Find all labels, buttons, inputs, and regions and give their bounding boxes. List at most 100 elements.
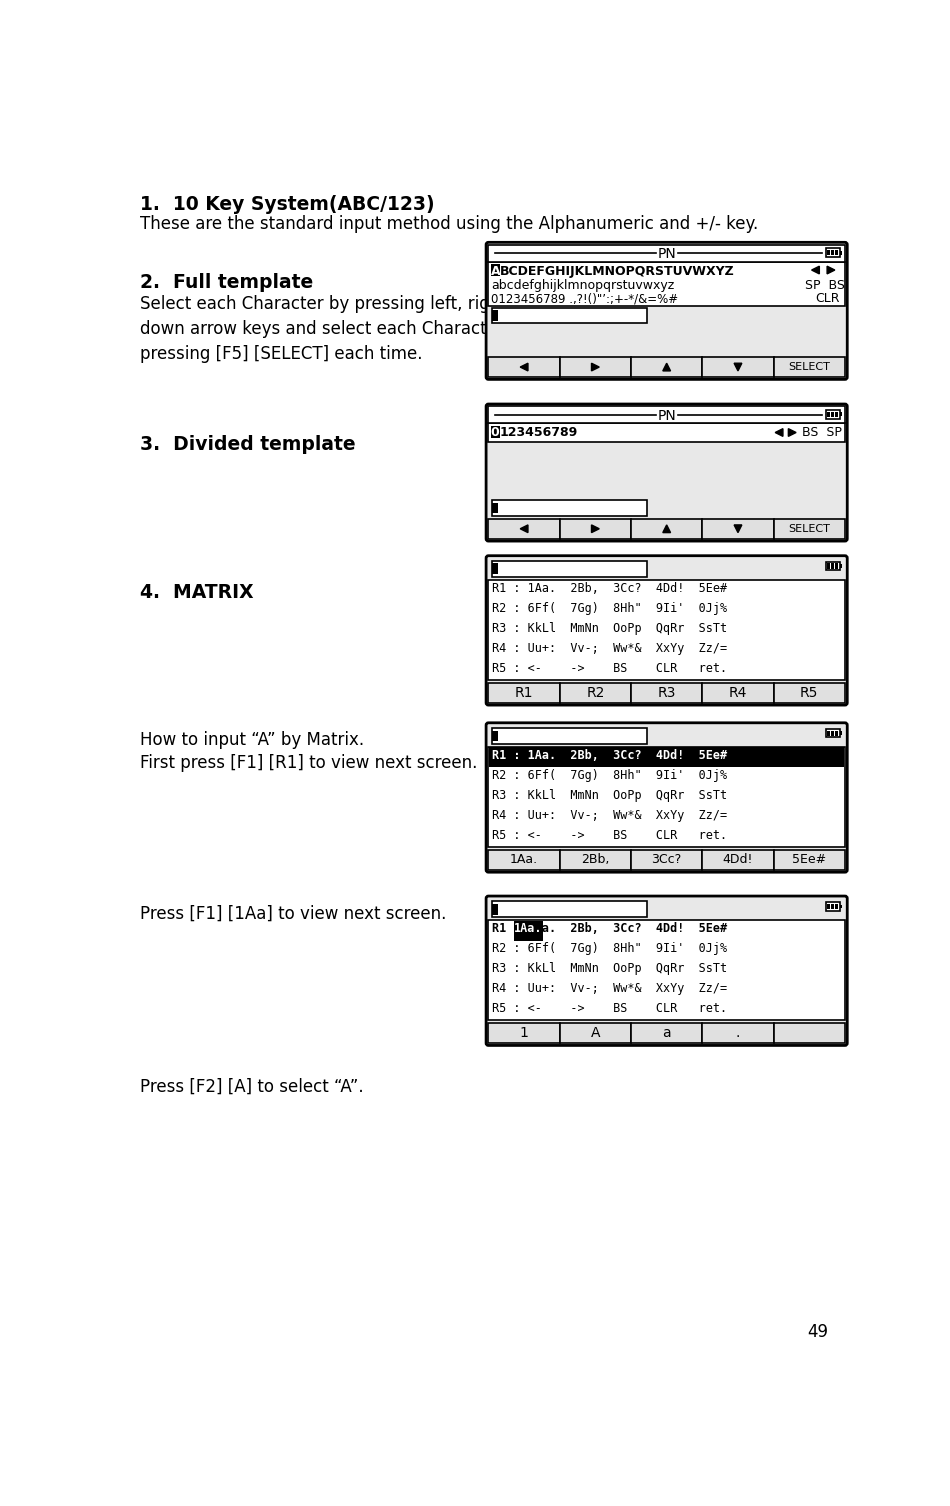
Polygon shape (521, 363, 528, 370)
Polygon shape (788, 429, 796, 437)
Bar (831, 904, 834, 910)
Text: 1.  10 Key System(ABC/123): 1. 10 Key System(ABC/123) (141, 194, 435, 214)
Bar (491, 426, 500, 438)
Text: 2Bb,: 2Bb, (581, 854, 610, 866)
Bar (492, 730, 498, 741)
Bar (831, 563, 834, 569)
Polygon shape (811, 267, 819, 274)
Text: 5Ee#: 5Ee# (792, 854, 826, 866)
Bar (827, 904, 830, 910)
Bar (560, 518, 631, 539)
Text: BCDEFGHIJKLMNOPQRSTUVWXYZ: BCDEFGHIJKLMNOPQRSTUVWXYZ (500, 265, 734, 277)
Bar (835, 411, 838, 417)
Bar (835, 730, 838, 736)
Text: .: . (736, 1026, 740, 1041)
Bar (488, 244, 845, 262)
Text: R1 : 1Aa.  2Bb,  3Cc?  4Dd!  5Ee#: R1 : 1Aa. 2Bb, 3Cc? 4Dd! 5Ee# (491, 922, 727, 935)
Bar (631, 682, 702, 703)
Bar (840, 565, 842, 568)
FancyBboxPatch shape (486, 404, 847, 541)
Text: 0123456789 .,?!()"’:;+-*/&=%#: 0123456789 .,?!()"’:;+-*/&=%# (491, 292, 678, 306)
Bar (827, 250, 830, 256)
Text: 2.  Full template: 2. Full template (141, 273, 314, 292)
Bar (491, 500, 647, 515)
Bar (631, 1023, 702, 1044)
Text: Press [F1] [1Aa] to view next screen.: Press [F1] [1Aa] to view next screen. (141, 905, 446, 923)
Bar (492, 563, 498, 574)
Text: 4Dd!: 4Dd! (723, 854, 753, 866)
Bar (631, 357, 702, 376)
Text: R3 : KkLl  MmNn  OoPp  QqRr  SsTt: R3 : KkLl MmNn OoPp QqRr SsTt (491, 622, 727, 636)
Text: 49: 49 (807, 1324, 827, 1342)
FancyBboxPatch shape (486, 896, 847, 1045)
Text: R3: R3 (657, 685, 675, 700)
Text: R3 : KkLl  MmNn  OoPp  QqRr  SsTt: R3 : KkLl MmNn OoPp QqRr SsTt (491, 962, 727, 976)
Polygon shape (521, 526, 528, 533)
Bar (488, 423, 845, 441)
Text: abcdefghijklmnopqrstuvwxyz: abcdefghijklmnopqrstuvwxyz (491, 279, 674, 292)
Polygon shape (734, 363, 742, 370)
Text: PN: PN (657, 408, 676, 423)
Bar (491, 307, 647, 324)
Bar (488, 518, 560, 539)
Polygon shape (592, 363, 599, 370)
Text: R2 : 6Ff(  7Gg)  8Hh"  9Ii'  0Jj%: R2 : 6Ff( 7Gg) 8Hh" 9Ii' 0Jj% (491, 602, 727, 614)
Text: R5 : <-    ->    BS    CLR   ret.: R5 : <- -> BS CLR ret. (491, 663, 727, 675)
Bar (773, 849, 845, 870)
Text: Press [F2] [A] to select “A”.: Press [F2] [A] to select “A”. (141, 1078, 364, 1096)
Bar (702, 1023, 773, 1044)
Text: 4.  MATRIX: 4. MATRIX (141, 583, 254, 602)
Text: R1 : 1Aa.  2Bb,  3Cc?  4Dd!  5Ee#: R1 : 1Aa. 2Bb, 3Cc? 4Dd! 5Ee# (491, 581, 727, 595)
Bar (831, 730, 834, 736)
Bar (488, 1023, 560, 1044)
Text: 0: 0 (491, 426, 500, 440)
Text: 3Cc?: 3Cc? (652, 854, 682, 866)
Bar (702, 518, 773, 539)
Text: R1: R1 (515, 685, 533, 700)
Bar (491, 562, 647, 577)
Text: R4 : Uu+:  Vv-;  Ww*&  XxYy  Zz/=: R4 : Uu+: Vv-; Ww*& XxYy Zz/= (491, 642, 727, 655)
Text: R3 : KkLl  MmNn  OoPp  QqRr  SsTt: R3 : KkLl MmNn OoPp QqRr SsTt (491, 789, 727, 803)
Bar (488, 407, 845, 423)
Bar (826, 410, 840, 419)
Bar (827, 730, 830, 736)
Text: These are the standard input method using the Alphanumeric and +/- key.: These are the standard input method usin… (141, 214, 759, 232)
Bar (488, 849, 560, 870)
Bar (488, 580, 845, 679)
Bar (702, 849, 773, 870)
Bar (773, 1023, 845, 1044)
Text: R1 : 1Aa.  2Bb,  3Cc?  4Dd!  5Ee#: R1 : 1Aa. 2Bb, 3Cc? 4Dd! 5Ee# (491, 748, 727, 762)
Bar (491, 264, 500, 276)
Text: A: A (591, 1026, 600, 1041)
Bar (560, 682, 631, 703)
Text: A: A (491, 265, 501, 277)
Bar (826, 729, 840, 738)
Bar (831, 250, 834, 256)
Text: 123456789: 123456789 (500, 426, 579, 440)
Bar (826, 902, 840, 911)
Text: SELECT: SELECT (788, 524, 830, 533)
Bar (488, 682, 560, 703)
Text: First press [F1] [R1] to view next screen.: First press [F1] [R1] to view next scree… (141, 755, 478, 773)
Text: SELECT: SELECT (788, 361, 830, 372)
Bar (491, 729, 647, 744)
Text: SP  BS: SP BS (805, 279, 845, 292)
Polygon shape (827, 267, 835, 274)
Text: CLR: CLR (815, 292, 840, 306)
Text: R2: R2 (586, 685, 604, 700)
Polygon shape (775, 429, 783, 437)
Bar (702, 682, 773, 703)
FancyBboxPatch shape (486, 556, 847, 705)
Bar (773, 518, 845, 539)
Bar (560, 1023, 631, 1044)
Text: R4 : Uu+:  Vv-;  Ww*&  XxYy  Zz/=: R4 : Uu+: Vv-; Ww*& XxYy Zz/= (491, 982, 727, 995)
Bar (488, 920, 845, 1020)
Bar (492, 310, 498, 321)
Bar (826, 562, 840, 571)
Text: How to input “A” by Matrix.: How to input “A” by Matrix. (141, 732, 365, 750)
Text: 1: 1 (520, 1026, 528, 1041)
Bar (514, 922, 543, 941)
Text: 1Aa.: 1Aa. (510, 854, 538, 866)
Bar (560, 357, 631, 376)
Bar (702, 357, 773, 376)
